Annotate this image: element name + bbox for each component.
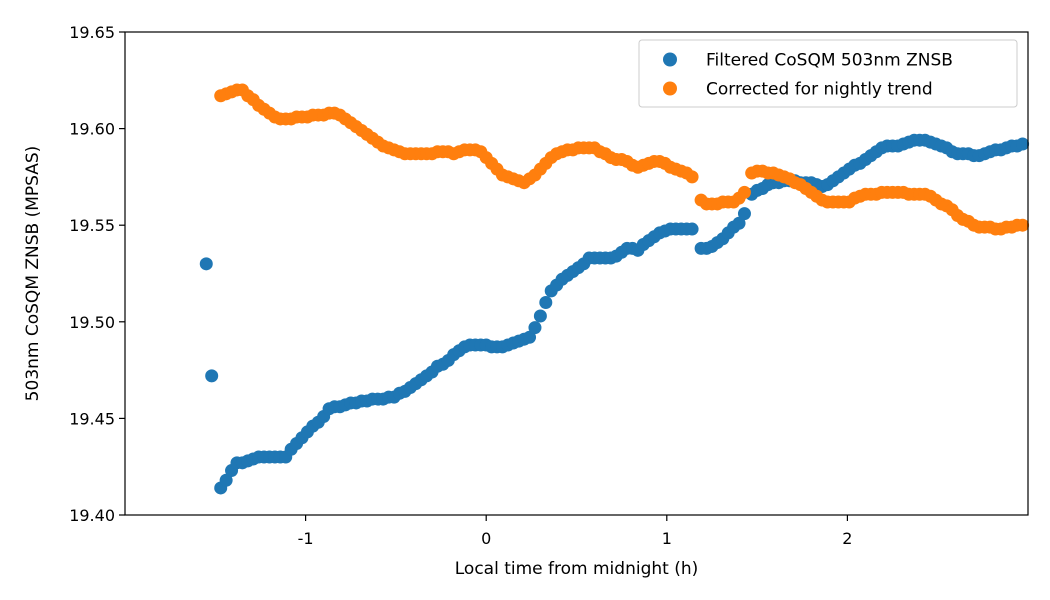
x-tick-label: 0 — [481, 529, 491, 548]
series-1 — [214, 83, 1030, 236]
data-point — [523, 330, 537, 344]
legend-marker-corrected — [663, 81, 677, 96]
data-point — [205, 369, 219, 383]
data-point — [737, 207, 751, 221]
data-point — [1016, 137, 1030, 151]
x-axis: -1 0 1 2 — [298, 515, 852, 548]
y-tick-label: 19.55 — [69, 216, 115, 235]
x-tick-label: 1 — [662, 529, 672, 548]
y-axis: 19.40 19.45 19.50 19.55 19.60 19.65 — [69, 23, 125, 525]
legend: Filtered CoSQM 503nm ZNSB Corrected for … — [638, 39, 1018, 108]
legend-marker-filtered — [663, 52, 677, 67]
x-axis-label: Local time from midnight (h) — [455, 559, 699, 579]
data-point — [732, 216, 746, 230]
y-tick-label: 19.50 — [69, 313, 115, 332]
data-point — [1016, 218, 1030, 232]
data-point — [737, 185, 751, 199]
points-layer — [199, 83, 1030, 495]
y-tick-label: 19.65 — [69, 23, 115, 42]
y-tick-label: 19.60 — [69, 120, 115, 139]
data-point — [685, 170, 699, 184]
x-tick-label: 2 — [842, 529, 852, 548]
data-point — [219, 473, 233, 487]
data-point — [533, 309, 547, 323]
y-axis-label: 503nm CoSQM ZNSB (MPSAS) — [23, 146, 43, 402]
data-point — [199, 257, 213, 271]
legend-label-corrected: Corrected for nightly trend — [706, 80, 933, 100]
plot-area-frame — [124, 31, 1029, 516]
data-point — [528, 321, 542, 335]
x-tick-label: -1 — [298, 529, 314, 548]
y-tick-label: 19.40 — [69, 506, 115, 525]
data-point — [539, 295, 553, 309]
y-tick-label: 19.45 — [69, 409, 115, 428]
legend-label-filtered: Filtered CoSQM 503nm ZNSB — [706, 51, 953, 71]
legend-box — [638, 39, 1018, 108]
data-point — [685, 222, 699, 236]
